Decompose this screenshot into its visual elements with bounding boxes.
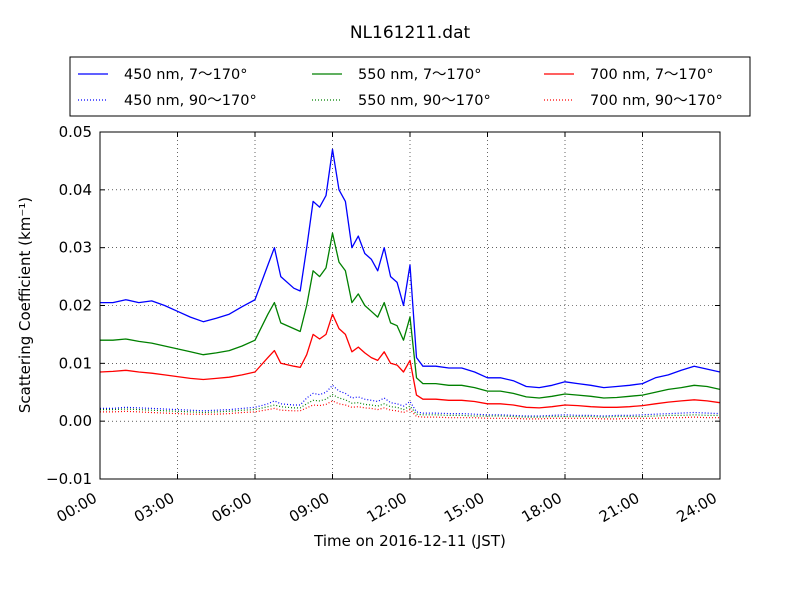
x-ticks: 00:00 03:00 06:00 09:00 12:00 15:00 18:00 21:00… bbox=[54, 132, 721, 526]
series-line-3 bbox=[100, 394, 720, 418]
y-tick-label: 0.04 bbox=[59, 181, 92, 199]
legend: 450 nm, 7～170° 450 nm, 90～170° 550 nm, 7～1… bbox=[69, 56, 751, 117]
legend-frame bbox=[69, 56, 751, 117]
series-line-4 bbox=[100, 313, 720, 409]
series-line-2 bbox=[100, 232, 720, 399]
y-tick-label: −0.01 bbox=[46, 470, 92, 488]
x-tick-label: 12:00 bbox=[364, 489, 410, 526]
x-tick-label: 03:00 bbox=[131, 489, 177, 526]
y-tick-label: 0.05 bbox=[59, 123, 92, 141]
series-line-5 bbox=[100, 400, 720, 420]
legend-label-4: 700 nm, 7～170° bbox=[590, 67, 713, 83]
legend-label-1: 450 nm, 90～170° bbox=[124, 93, 257, 109]
y-tick-label: 0.00 bbox=[59, 412, 92, 430]
x-tick-label: 21:00 bbox=[596, 489, 642, 526]
legend-label-2: 550 nm, 7～170° bbox=[358, 67, 481, 83]
y-tick-label: 0.03 bbox=[59, 239, 92, 257]
legend-label-5: 700 nm, 90～170° bbox=[590, 93, 723, 109]
plot-area: 00:00 03:00 06:00 09:00 12:00 15:00 18:00 21:00… bbox=[46, 123, 721, 526]
x-axis-label: Time on 2016-12-11 (JST) bbox=[313, 532, 506, 550]
x-tick-label: 18:00 bbox=[519, 489, 565, 526]
y-axis-label: Scattering Coefficient (km⁻¹) bbox=[16, 197, 34, 413]
x-tick-label: 15:00 bbox=[441, 489, 487, 526]
y-tick-label: 0.01 bbox=[59, 354, 92, 372]
x-tick-label: 09:00 bbox=[286, 489, 332, 526]
legend-label-3: 550 nm, 90～170° bbox=[358, 93, 491, 109]
y-ticks: −0.01 0.00 0.01 0.02 0.03 0.04 0.05 bbox=[46, 123, 720, 488]
y-tick-label: 0.02 bbox=[59, 297, 92, 315]
x-tick-label: 24:00 bbox=[674, 489, 720, 526]
x-tick-label: 00:00 bbox=[54, 489, 100, 526]
legend-label-0: 450 nm, 7～170° bbox=[124, 67, 247, 83]
series-group bbox=[100, 148, 720, 420]
series-line-0 bbox=[100, 148, 720, 389]
grid bbox=[100, 132, 720, 479]
chart-title: NL161211.dat bbox=[350, 23, 471, 43]
x-tick-label: 06:00 bbox=[209, 489, 255, 526]
